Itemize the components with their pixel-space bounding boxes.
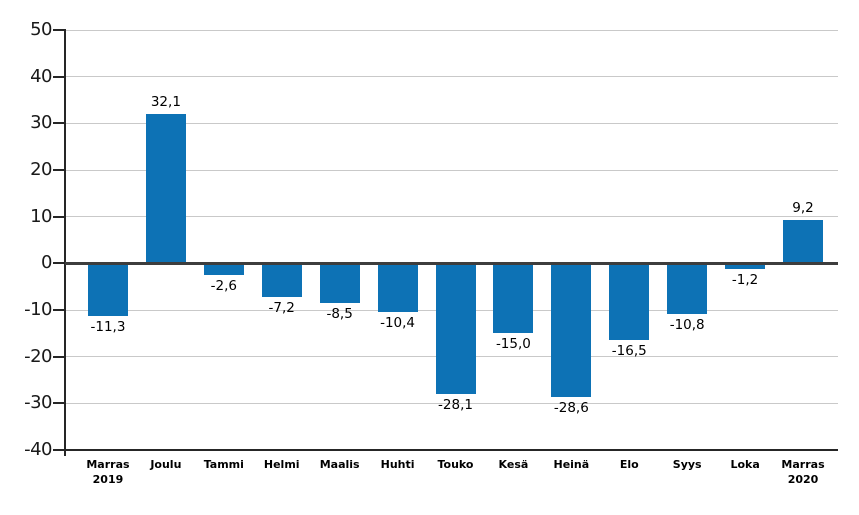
bar xyxy=(261,263,302,297)
x-axis-label: Syys xyxy=(672,458,702,471)
y-axis-tick xyxy=(53,355,65,358)
bar-value-label: -8,5 xyxy=(326,306,353,322)
x-axis-label: Tammi xyxy=(203,458,244,471)
gridline xyxy=(65,122,838,124)
x-axis-label: Elo xyxy=(619,458,639,471)
x-axis-label: Helmi xyxy=(263,458,300,471)
bar xyxy=(609,263,650,341)
y-axis-label: 20 xyxy=(30,159,52,180)
y-axis-tick xyxy=(53,402,65,405)
bar-value-label: 32,1 xyxy=(150,93,181,110)
bar xyxy=(87,263,128,317)
bar xyxy=(551,263,592,397)
y-axis-tick xyxy=(53,75,65,78)
y-axis-tick xyxy=(53,169,65,171)
y-axis-label: 40 xyxy=(30,65,52,87)
bar xyxy=(783,220,824,264)
y-axis-label: 30 xyxy=(30,112,52,134)
bar xyxy=(145,113,186,264)
y-axis-label: 10 xyxy=(30,205,52,227)
gridline xyxy=(65,402,838,404)
bar-value-label: -7,2 xyxy=(268,299,295,316)
y-axis-label: 50 xyxy=(30,19,52,40)
x-axis-label: Touko xyxy=(437,458,474,471)
bar xyxy=(319,263,360,303)
x-axis-label: Heinä xyxy=(553,458,590,471)
bar xyxy=(725,263,766,269)
bar-value-label: -16,5 xyxy=(611,343,647,360)
bar-value-label: -11,3 xyxy=(90,319,126,336)
y-axis-line xyxy=(64,29,66,456)
bar-value-label: -2,6 xyxy=(210,278,237,295)
bar xyxy=(377,263,418,312)
x-axis-label: Joulu xyxy=(150,458,182,471)
y-axis-label: -10 xyxy=(24,299,52,320)
gridline xyxy=(65,76,838,78)
x-axis-label: Maalis xyxy=(319,458,360,471)
x-axis-line xyxy=(64,449,838,451)
y-axis-tick xyxy=(53,262,65,265)
y-axis-tick xyxy=(53,122,65,125)
x-axis-label: Marras 2020 xyxy=(781,458,825,486)
y-axis-label: -40 xyxy=(24,439,52,460)
gridline xyxy=(65,29,838,31)
bar-value-label: -1,2 xyxy=(731,271,759,288)
gridline xyxy=(65,216,838,218)
gridline xyxy=(65,169,838,171)
y-axis-label: -30 xyxy=(24,392,52,414)
y-axis-tick xyxy=(53,215,65,218)
x-axis-label: Marras 2019 xyxy=(86,458,130,486)
x-axis-label: Huhti xyxy=(380,458,415,471)
y-axis-tick xyxy=(53,29,65,31)
bar-value-label: 9,2 xyxy=(792,200,814,217)
bar-value-label: -28,1 xyxy=(438,397,473,414)
bar-value-label: -28,6 xyxy=(553,399,589,416)
zero-line xyxy=(65,261,838,265)
bar xyxy=(203,263,244,276)
bar xyxy=(435,263,476,395)
bar-value-label: -10,8 xyxy=(669,316,705,333)
bar xyxy=(493,263,534,334)
x-axis-label: Loka xyxy=(730,458,760,471)
y-axis-tick xyxy=(53,449,65,451)
y-axis-label: -20 xyxy=(24,345,52,367)
bar xyxy=(667,263,708,314)
y-axis-label: 0 xyxy=(41,252,52,274)
bar-value-label: -15,0 xyxy=(495,336,531,353)
y-axis-tick xyxy=(53,309,65,311)
bar-value-label: -10,4 xyxy=(380,314,416,331)
x-axis-label: Kesä xyxy=(498,458,529,471)
